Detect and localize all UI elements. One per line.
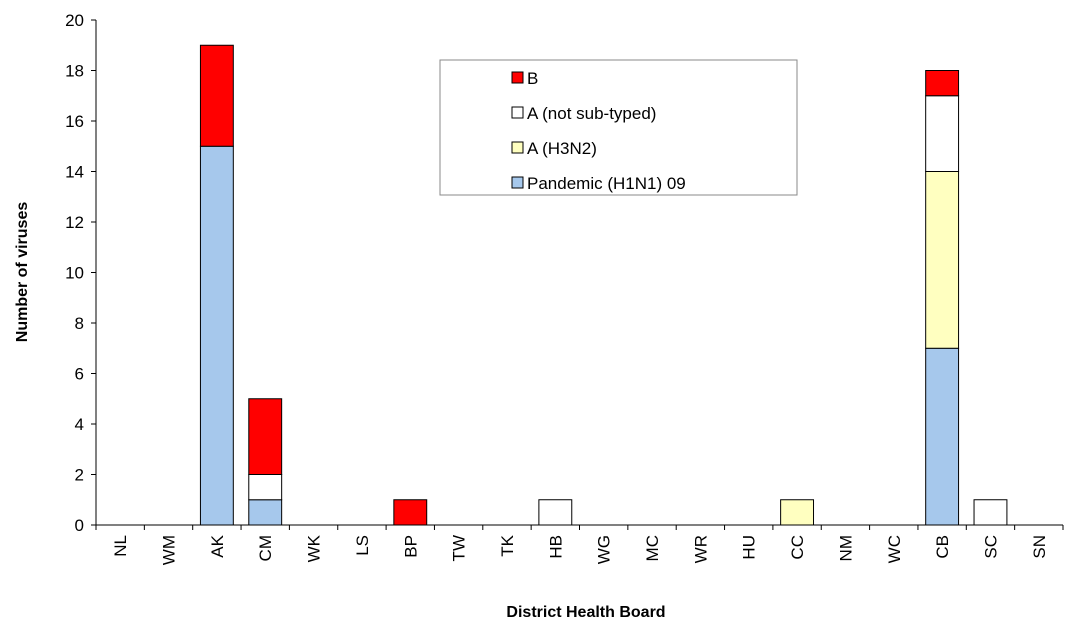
x-tick-labels: NL WM AK CM WK LS BP TW TK HB WG MC WR HU CC NM WC CB SC SN (95, 525, 1064, 565)
x-tick-label: MC (643, 535, 662, 561)
bar-segment-cm-series-0 (248, 499, 283, 526)
x-tick-label: WG (595, 535, 614, 564)
x-tick-label: CC (788, 535, 807, 560)
legend-items: B A (not sub-typed) A (H3N2) Pandemic (H1N1… (511, 69, 686, 193)
y-tick-label: 8 (75, 314, 84, 333)
y-tick-labels: 0 2 4 6 8 10 12 14 16 18 20 (65, 11, 96, 535)
bar-segment-cb-series-0 (925, 347, 960, 526)
bar-segment-bp-series-3 (393, 499, 428, 526)
y-axis-title: Number of viruses (14, 202, 31, 343)
x-tick-label: NM (836, 535, 855, 561)
x-tick-label: WR (691, 535, 710, 563)
bar-segment-hb-series-2 (538, 499, 573, 526)
bar-segment-cm-series-2 (248, 474, 283, 501)
x-tick-label: BP (401, 535, 420, 558)
legend-label: A (not sub-typed) (527, 104, 656, 123)
x-axis-title: District Health Board (506, 604, 665, 621)
y-tick-label: 0 (75, 516, 84, 535)
y-tick-label: 12 (65, 213, 84, 232)
x-tick-label: TW (450, 535, 469, 561)
bar-segment-ak-series-0 (199, 145, 234, 526)
legend-swatch (511, 71, 524, 84)
y-tick-label: 6 (75, 365, 84, 384)
legend-swatch (511, 141, 524, 154)
bar-segment-cc-series-1 (780, 499, 815, 526)
bar-segment-cb-series-3 (925, 70, 960, 97)
x-tick-label: HB (546, 535, 565, 559)
bar-segment-sc-series-2 (973, 499, 1008, 526)
x-tick-label: WC (885, 535, 904, 563)
x-tick-label: WK (305, 534, 324, 562)
x-tick-label: CM (256, 535, 275, 561)
bar-segment-cb-series-1 (925, 171, 960, 349)
y-tick-label: 20 (65, 11, 84, 30)
x-tick-label: SN (1030, 535, 1049, 559)
legend-frame (439, 59, 798, 196)
legend: B A (not sub-typed) A (H3N2) Pandemic (H1N1… (439, 59, 798, 196)
bar-segment-cm-series-3 (248, 398, 283, 475)
legend-swatch (511, 176, 524, 189)
legend-label: Pandemic (H1N1) 09 (527, 174, 686, 193)
legend-label: A (H3N2) (527, 139, 597, 158)
y-tick-label: 10 (65, 264, 84, 283)
x-tick-label: TK (498, 534, 517, 556)
bar-segment-cb-series-2 (925, 95, 960, 172)
y-tick-label: 18 (65, 62, 84, 81)
y-tick-label: 4 (75, 415, 84, 434)
y-tick-label: 14 (65, 163, 84, 182)
x-tick-label: HU (740, 535, 759, 560)
x-tick-label: SC (981, 535, 1000, 559)
legend-swatch (511, 106, 524, 119)
x-tick-label: AK (208, 534, 227, 557)
legend-label: B (527, 69, 538, 88)
x-tick-label: CB (933, 535, 952, 559)
x-tick-label: LS (353, 535, 372, 556)
x-tick-label: WM (160, 535, 179, 565)
y-tick-label: 2 (75, 466, 84, 485)
y-tick-label: 16 (65, 112, 84, 131)
bar-segment-ak-series-3 (199, 44, 234, 147)
x-tick-label: NL (111, 535, 130, 557)
